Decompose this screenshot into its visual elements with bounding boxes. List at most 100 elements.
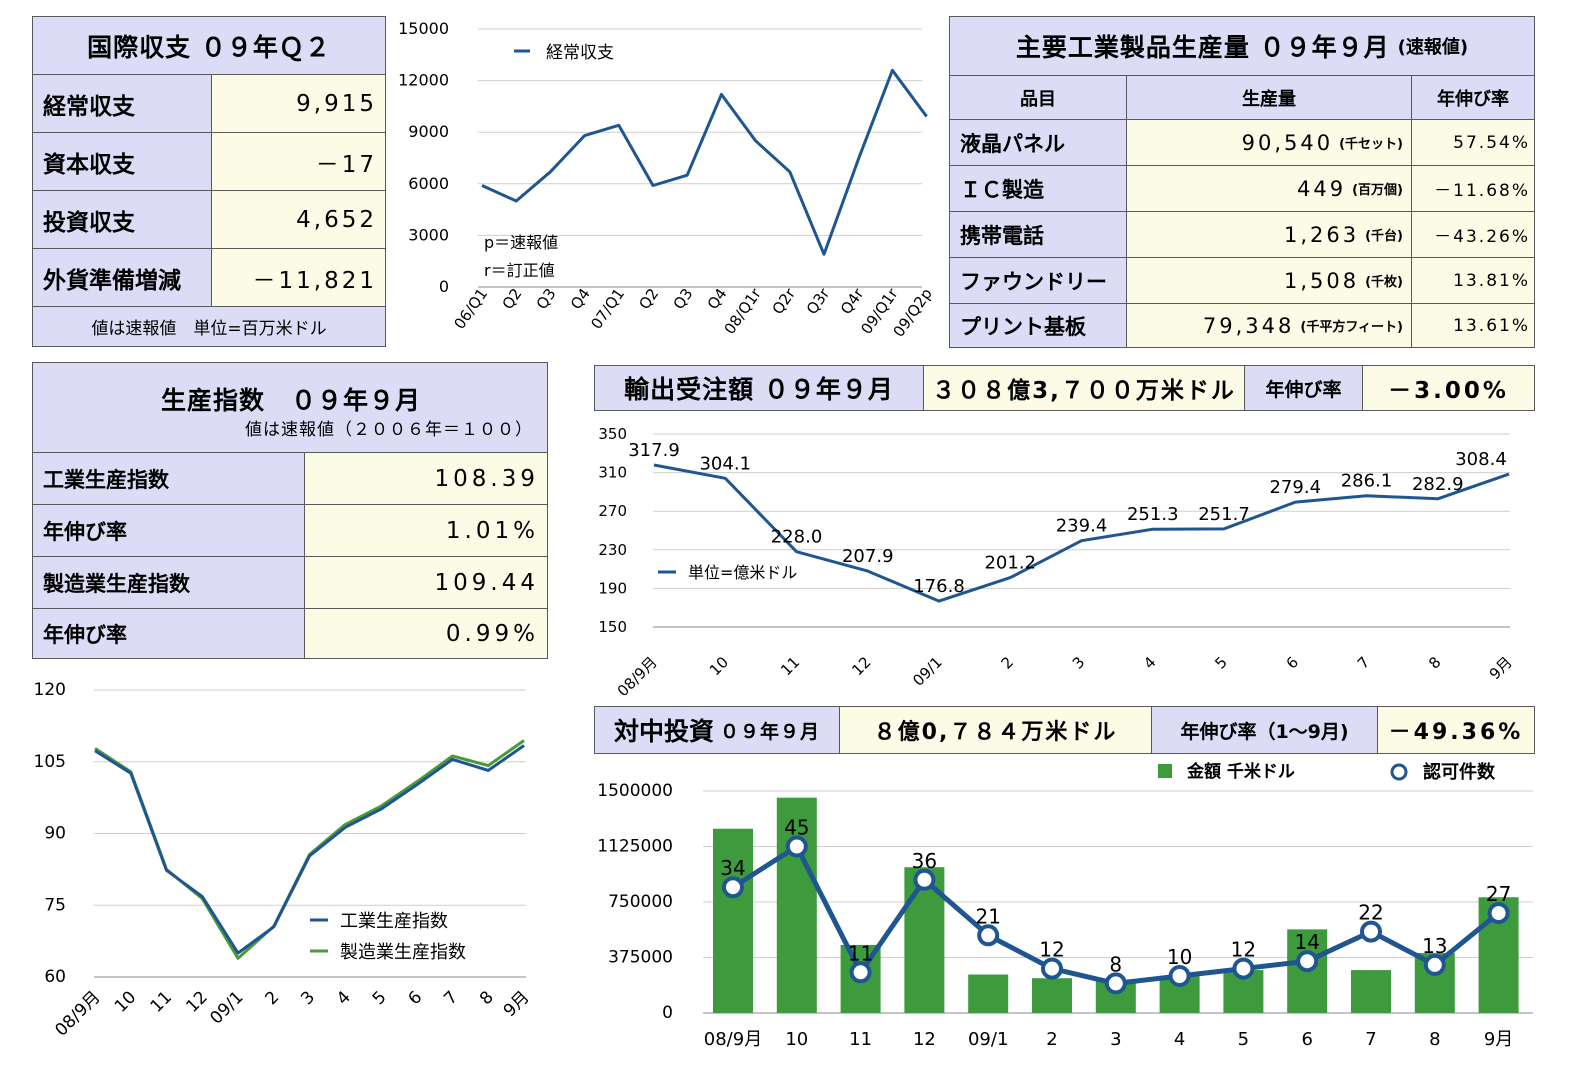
x-tick-label: 09/1 [968,1029,1008,1050]
product-ic-amount: 449 (百万個) [1126,165,1412,212]
data-label: 27 [1486,882,1511,906]
prod-index-label-growth2: 年伸び率 [32,608,305,659]
product-lcd: 液晶パネル [949,119,1127,166]
data-label: 279.4 [1269,477,1321,498]
product-pcb-growth: 13.61% [1411,303,1535,348]
approvals-marker [977,924,1000,947]
data-label: 239.4 [1056,516,1108,537]
approvals-marker [1296,950,1319,973]
y-tick-label: 15000 [398,19,449,38]
x-tick-label: 10 [706,653,732,679]
y-tick-label: 6000 [408,174,449,193]
product-foundry: ファウンドリー [949,257,1127,304]
y-tick-label: 375000 [608,948,673,968]
x-tick-label: 11 [777,653,803,679]
approvals-marker [1041,957,1063,980]
x-tick-label: Q3 [533,285,560,313]
data-label: 11 [848,941,873,965]
bop-value-capital: －17 [211,132,386,191]
x-tick-label: 07/Q1 [587,285,628,333]
prod-index-label-growth1: 年伸び率 [32,504,305,557]
prod-index-header: 生産指数 ０９年９月 値は速報値（２００６年＝１００） [32,362,548,453]
amount-bar [1351,970,1391,1013]
approvals-marker [1487,902,1510,925]
x-tick-label: 12 [913,1029,936,1050]
amount-value: 1,263 [1283,222,1360,247]
bop-label-current: 経常収支 [32,74,212,133]
data-label: 282.9 [1412,474,1464,495]
x-tick-label: 7 [1354,653,1373,672]
x-tick-label: 08/Q1r [720,284,765,337]
approvals-marker [1104,972,1127,995]
legend-manufacturing: 製造業生産指数 [340,942,466,963]
data-label: 201.2 [984,553,1036,574]
china-invest-growth-label: 年伸び率（1～9月) [1151,706,1378,754]
x-tick-label: 11 [849,1029,872,1050]
x-tick-label: 10 [785,1029,808,1050]
x-tick-label: 6 [1283,653,1302,672]
approvals-marker [913,868,936,891]
x-tick-label: 12 [848,653,874,679]
prod-index-value-manufacturing: 109.44 [304,556,548,609]
data-label: 228.0 [771,527,823,548]
amount-value: 1,508 [1283,268,1360,293]
y-tick-label: 120 [34,680,66,700]
products-header-amount: 生産量 [1126,75,1412,120]
data-label: 251.3 [1127,504,1179,525]
bop-value-current: 9,915 [211,74,386,133]
product-ic-growth: －11.68% [1411,165,1535,212]
export-orders-chart: 150 190 230 270 310 350 08/9月 10 11 12 09/1 2 3 4 5 6 7 8… [598,425,1516,695]
x-tick-label: 9月 [1486,653,1516,683]
amount-unit: (千平方フィート) [1300,320,1403,335]
approvals-marker [849,961,872,984]
x-tick-label: 5 [1238,1029,1249,1050]
x-tick-label: 2 [261,987,283,1009]
data-label: 45 [784,816,809,840]
y-tick-label: 75 [44,895,66,915]
export-orders-growth-label: 年伸び率 [1244,365,1363,411]
x-tick-label: 8 [1425,653,1444,672]
bop-label-investment: 投資収支 [32,190,212,249]
prod-index-value-industrial: 108.39 [304,452,548,505]
products-header-item: 品目 [949,75,1127,120]
x-tick-label: 8 [476,987,498,1009]
y-tick-label: 60 [44,967,66,987]
data-label: 8 [1109,952,1122,976]
x-tick-label: 4 [333,987,355,1009]
y-tick-label: 150 [598,618,627,636]
approvals-marker [785,835,808,858]
china-invest-growth: －49.36% [1377,706,1535,754]
bop-label-reserves: 外貨準備増減 [32,248,212,307]
bop-value-reserves: －11,821 [211,248,386,307]
x-tick-label: Q2 [635,285,662,313]
approvals-marker [1360,920,1382,943]
y-tick-label: 1500000 [597,781,673,801]
product-pcb-amount: 79,348 (千平方フィート) [1126,303,1412,348]
product-foundry-growth: 13.81% [1411,257,1535,304]
legend-current-account: 経常収支 [546,43,614,63]
export-orders-growth: －3.00% [1362,365,1535,411]
x-tick-label: 6 [1301,1029,1312,1050]
data-label: 308.4 [1455,449,1507,470]
x-tick-label: Q4r [837,284,868,318]
x-tick-label: 2 [998,653,1017,672]
prod-index-label-industrial: 工業生産指数 [32,452,305,505]
product-pcb: プリント基板 [949,303,1127,348]
current-account-line [481,68,928,256]
amount-bar [776,797,817,1013]
y-tick-label: 9000 [408,122,449,141]
x-tick-label: Q2r [769,284,800,318]
data-label: 21 [975,904,1000,928]
y-tick-label: 0 [662,1003,673,1023]
data-label: 286.1 [1341,471,1393,492]
x-tick-label: 5 [369,987,391,1009]
annotation-revised: r＝訂正値 [484,261,555,280]
y-tick-label: 105 [34,752,66,772]
x-tick-label: 5 [1211,653,1230,672]
china-invest-title: 対中投資 [613,717,714,746]
y-tick-label: 750000 [608,892,673,912]
x-tick-label: Q3r [803,284,834,318]
product-lcd-growth: 57.54% [1411,119,1535,166]
legend-approvals: 認可件数 [1423,761,1496,783]
bop-title: 国際収支 ０９年Ｑ２ [32,16,386,75]
